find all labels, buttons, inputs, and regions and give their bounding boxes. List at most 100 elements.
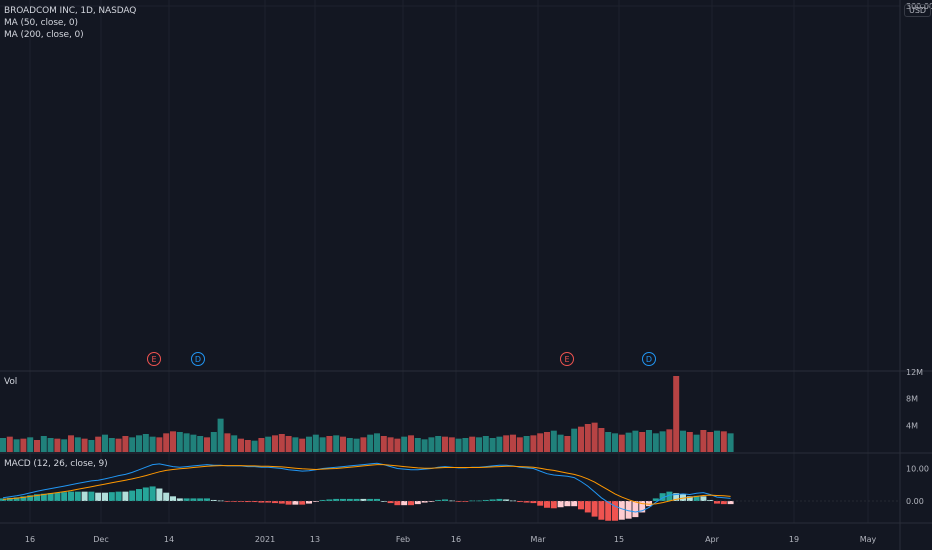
macd-histogram-bar [20, 496, 27, 501]
macd-histogram-bar [299, 501, 306, 505]
volume-bar [170, 431, 176, 452]
macd-histogram-bar [693, 495, 700, 501]
volume-bar [666, 429, 673, 452]
macd-histogram-bar [272, 501, 278, 504]
macd-histogram-bar [306, 501, 312, 504]
macd-histogram-bar [414, 501, 421, 505]
volume-bar [584, 424, 591, 452]
macd-histogram-bar [129, 490, 136, 501]
macd-histogram-bar [700, 496, 707, 501]
volume-bar [408, 435, 414, 452]
macd-histogram-bar [136, 489, 142, 501]
volume-bar [102, 434, 108, 452]
volume-bar [489, 438, 496, 452]
macd-histogram [0, 486, 900, 521]
volume-bar [571, 428, 578, 452]
macd-histogram-bar [95, 492, 102, 501]
macd-histogram-bar [652, 498, 659, 501]
macd-histogram-bar [224, 501, 231, 502]
volume-bar [659, 431, 666, 452]
volume-bar [374, 433, 380, 452]
chart-title: BROADCOM INC, 1D, NASDAQ [4, 6, 137, 16]
time-axis[interactable]: 16 Dec 14 2021 13 Feb 16 Mar 15 Apr 19 May [25, 535, 877, 544]
macd-histogram-bar [598, 501, 605, 520]
macd-histogram-bar [197, 498, 204, 501]
volume-bar [13, 439, 20, 452]
macd-legend[interactable]: MACD (12, 26, close, 9) [4, 459, 108, 469]
volume-bar [74, 437, 81, 452]
volume-bar [618, 434, 625, 452]
volume-bar [387, 437, 394, 452]
macd-histogram-bar [204, 498, 210, 501]
macd-histogram-bar [244, 501, 251, 503]
macd-line [2, 462, 731, 513]
macd-lines [2, 462, 731, 513]
volume-bar [639, 432, 646, 452]
earnings-marker [147, 352, 161, 366]
volume-bar [700, 430, 707, 452]
macd-histogram-bar [54, 492, 61, 501]
macd-histogram-bar [142, 487, 149, 501]
macd-histogram-bar [333, 498, 340, 501]
volume-bar [0, 438, 6, 452]
ma50-legend[interactable]: MA (50, close, 0) [4, 18, 78, 28]
event-marker-label: E [564, 355, 569, 364]
event-marker-label: D [195, 355, 201, 364]
macd-histogram-bar [265, 501, 272, 503]
price-axis[interactable]: 500.00480.00460.00440.00420.00400.00380.… [906, 0, 932, 506]
macd-histogram-bar [720, 501, 727, 505]
volume-bar [142, 434, 149, 452]
volume-bar [285, 436, 292, 452]
macd-histogram-bar [380, 501, 387, 502]
volume-bar [136, 435, 142, 452]
currency-button[interactable]: USD [904, 4, 932, 17]
macd-histogram-bar [489, 499, 496, 501]
volume-bar [448, 437, 455, 452]
macd-histogram-bar [442, 499, 448, 501]
volume-bar [244, 440, 251, 452]
macd-histogram-bar [428, 501, 435, 502]
volume-bar [564, 436, 571, 452]
macd-histogram-bar [605, 501, 612, 521]
macd-histogram-bar [292, 501, 299, 505]
macd-histogram-bar [550, 501, 557, 509]
price-tick-label: 300.00 [906, 2, 932, 11]
macd-histogram-bar [183, 498, 190, 501]
volume-bar [612, 433, 618, 452]
volume-bar [115, 438, 122, 452]
volume-bar [190, 434, 197, 452]
volume-bar [217, 418, 224, 452]
volume-bar [326, 436, 333, 452]
volume-bar [149, 436, 156, 452]
macd-histogram-bar [115, 491, 122, 501]
macd-histogram-bar [530, 501, 537, 504]
volume-bar [319, 437, 326, 452]
macd-histogram-bar [170, 496, 176, 501]
volume-bars [0, 376, 734, 452]
volume-bar [68, 435, 74, 452]
macd-histogram-bar [639, 501, 646, 513]
macd-histogram-bar [47, 493, 54, 501]
volume-bar [306, 436, 312, 452]
macd-histogram-bar [190, 498, 197, 501]
volume-tick-label: 8M [906, 395, 918, 404]
ma200-legend[interactable]: MA (200, close, 0) [4, 30, 84, 40]
volume-bar [312, 434, 319, 452]
volume-bar [496, 436, 503, 452]
volume-bar [469, 436, 476, 452]
macd-histogram-bar [571, 501, 578, 507]
volume-bar [462, 438, 469, 452]
macd-histogram-bar [646, 501, 652, 507]
volume-bar [652, 433, 659, 452]
volume-bar [510, 434, 516, 452]
macd-histogram-bar [496, 498, 503, 501]
volume-bar [265, 436, 272, 452]
time-tick-label: 16 [25, 535, 35, 544]
volume-bar [605, 432, 612, 452]
volume-bar [156, 437, 163, 452]
volume-bar [238, 438, 244, 452]
macd-histogram-bar [523, 501, 530, 503]
volume-legend[interactable]: Vol [4, 377, 18, 387]
